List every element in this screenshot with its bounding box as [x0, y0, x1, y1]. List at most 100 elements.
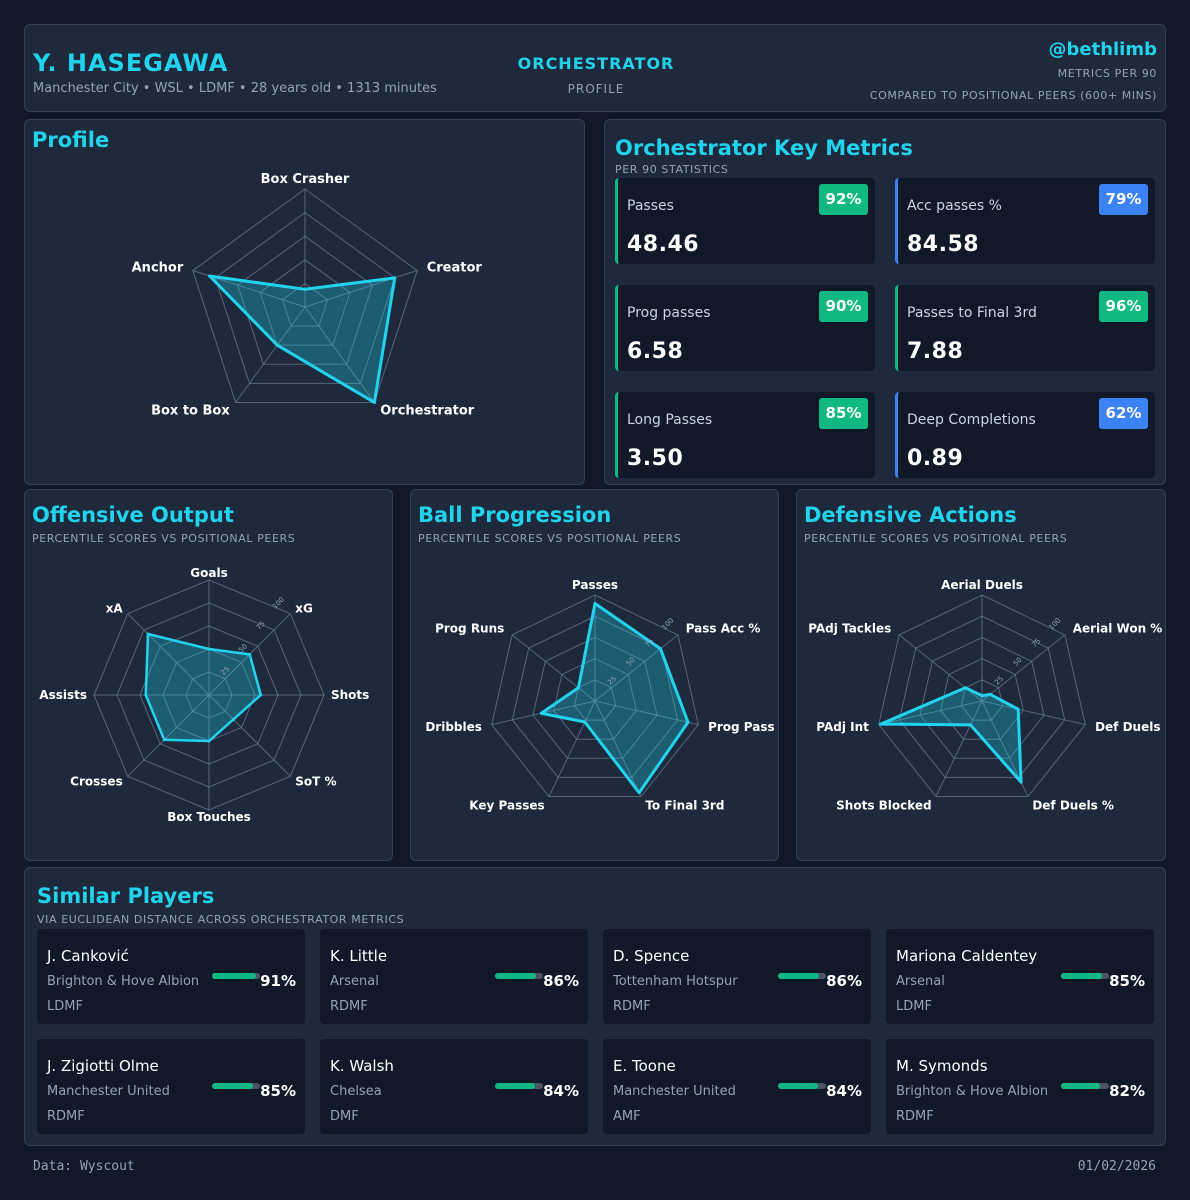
key-metrics-panel: Orchestrator Key Metrics PER 90 STATISTI…: [604, 119, 1166, 485]
archetype-title: ORCHESTRATOR: [517, 54, 675, 73]
similar-player-name: M. Symonds: [896, 1057, 988, 1075]
radar-tick-label: 100: [1047, 616, 1062, 631]
radar-data-point: [969, 723, 973, 727]
similarity-bar-fill: [495, 1083, 536, 1089]
similar-player-position: DMF: [330, 1109, 359, 1124]
radar-axis-label: Creator: [427, 260, 483, 275]
radar-spoke: [511, 634, 596, 702]
radar-tick-label: 50: [1012, 656, 1024, 668]
radar-tick-label: 100: [660, 616, 675, 631]
profile-title: Profile: [32, 128, 110, 152]
profile-radar-chart: Box Crasher Creator Orchestrator Box to Box…: [132, 172, 483, 419]
radar-axis-label: Def Duels %: [1032, 799, 1114, 813]
key-metrics-title: Orchestrator Key Metrics: [615, 136, 913, 160]
radar-data-point: [593, 601, 597, 605]
progression-subtitle: PERCENTILE SCORES VS POSITIONAL PEERS: [418, 532, 682, 545]
similarity-percent: 86%: [826, 972, 862, 990]
radar-axis-label: Shots Blocked: [836, 799, 932, 813]
metric-card: Deep Completions 0.89 62%: [895, 392, 1155, 478]
radar-data-area: [208, 274, 397, 404]
similarity-bar-fill: [778, 973, 820, 979]
radar-tick-label: 50: [237, 642, 249, 654]
metric-label: Passes: [627, 198, 674, 214]
offensive-panel: Offensive Output PERCENTILE SCORES VS PO…: [24, 489, 393, 861]
radar-spoke: [208, 694, 291, 777]
similarity-percent: 85%: [1109, 972, 1145, 990]
similarity-bar: [778, 973, 826, 979]
profile-label: PROFILE: [567, 82, 625, 96]
metric-value: 3.50: [627, 446, 684, 471]
similarity-bar: [1061, 1083, 1109, 1089]
similar-player-name: Mariona Caldentey: [896, 947, 1038, 965]
radar-data-point: [980, 694, 984, 698]
radar-axis-label: SoT %: [295, 774, 336, 788]
similar-player-position: AMF: [613, 1109, 641, 1124]
defensive-title: Defensive Actions: [804, 503, 1017, 527]
radar-tick-label: 100: [271, 596, 286, 611]
similar-player-card[interactable]: J. Canković Brighton & Hove Albion LDMF 91%: [37, 929, 305, 1024]
similarity-percent: 91%: [260, 972, 296, 990]
radar-tick-label: 75: [1030, 637, 1042, 649]
similar-player-team: Brighton & Hove Albion: [47, 974, 200, 989]
radar-spoke: [981, 634, 1066, 702]
similar-player-card[interactable]: K. Little Arsenal RDMF 86%: [320, 929, 588, 1024]
similar-player-name: K. Little: [330, 947, 388, 965]
metric-value: 48.46: [627, 232, 700, 257]
radar-data-point: [637, 791, 641, 795]
defensive-panel: Defensive Actions PERCENTILE SCORES VS P…: [796, 489, 1166, 861]
metric-card: Acc passes % 84.58 79%: [895, 178, 1155, 264]
radar-axis-label: Aerial Duels: [941, 578, 1023, 592]
similarity-bar: [212, 1083, 260, 1089]
similar-player-card[interactable]: Mariona Caldentey Arsenal LDMF 85%: [886, 929, 1154, 1024]
similar-player-card[interactable]: J. Zigiotti Olme Manchester United RDMF 85%: [37, 1039, 305, 1134]
similar-player-team: Arsenal: [330, 974, 379, 989]
metric-card: Passes 48.46 92%: [615, 178, 875, 264]
radar-grid-ring: [919, 636, 1045, 759]
metric-card: Long Passes 3.50 85%: [615, 392, 875, 478]
radar-spoke: [878, 700, 983, 726]
metric-card: Passes to Final 3rd 7.88 96%: [895, 285, 1155, 371]
similar-player-card[interactable]: D. Spence Tottenham Hotspur RDMF 86%: [603, 929, 871, 1024]
similar-player-card[interactable]: M. Symonds Brighton & Hove Albion RDMF 82%: [886, 1039, 1154, 1134]
radar-tick-label: 25: [606, 675, 618, 687]
radar-spoke: [127, 613, 210, 696]
metric-percentile-badge: 96%: [1099, 291, 1148, 322]
similarity-bar-fill: [212, 1083, 253, 1089]
radar-data-point: [963, 686, 967, 690]
similar-player-name: J. Zigiotti Olme: [47, 1057, 159, 1075]
data-source: Data: Wyscout: [33, 1159, 135, 1174]
radar-grid-ring: [878, 594, 1086, 798]
radar-spoke: [304, 270, 418, 308]
similar-player-card[interactable]: K. Walsh Chelsea DMF 84%: [320, 1039, 588, 1134]
metric-percentile-badge: 62%: [1099, 398, 1148, 429]
radar-data-area: [879, 686, 1023, 784]
similar-player-position: LDMF: [896, 999, 932, 1014]
player-name: Y. HASEGAWA: [33, 49, 229, 77]
radar-axis-label: Passes: [572, 578, 618, 592]
defensive-radar-chart: 25 50 75 100 Aerial Duels Aerial Won % Def Due…: [808, 578, 1163, 813]
radar-axis-label: Crosses: [70, 774, 123, 788]
radar-grid-ring: [237, 235, 373, 365]
similar-player-position: RDMF: [330, 999, 368, 1014]
similar-player-team: Manchester United: [613, 1084, 736, 1099]
similar-player-team: Tottenham Hotspur: [613, 974, 738, 989]
radar-axis-label: Anchor: [132, 260, 184, 275]
radar-tick-label: 75: [255, 620, 267, 632]
radar-grid-ring: [259, 259, 351, 346]
offensive-radar-chart: 25 50 75 100 Goals xG Shots SoT % Box Touches Cro…: [39, 566, 369, 824]
radar-grid-ring: [573, 679, 617, 721]
similar-player-card[interactable]: E. Toone Manchester United AMF 84%: [603, 1039, 871, 1134]
similar-player-team: Manchester United: [47, 1084, 170, 1099]
radar-data-point: [879, 722, 883, 726]
metric-value: 6.58: [627, 339, 684, 364]
radar-data-point: [539, 711, 543, 715]
similarity-percent: 86%: [543, 972, 579, 990]
similarity-bar-fill: [495, 973, 537, 979]
radar-data-point: [372, 400, 376, 404]
radar-data-point: [393, 276, 397, 280]
profile-panel: Profile Box Crasher Creator Orchestrator Bo…: [24, 119, 585, 485]
similarity-bar-fill: [212, 973, 256, 979]
radar-axis-label: Aerial Won %: [1073, 622, 1163, 636]
similar-player-name: D. Spence: [613, 947, 690, 965]
radar-data-point: [248, 652, 252, 656]
